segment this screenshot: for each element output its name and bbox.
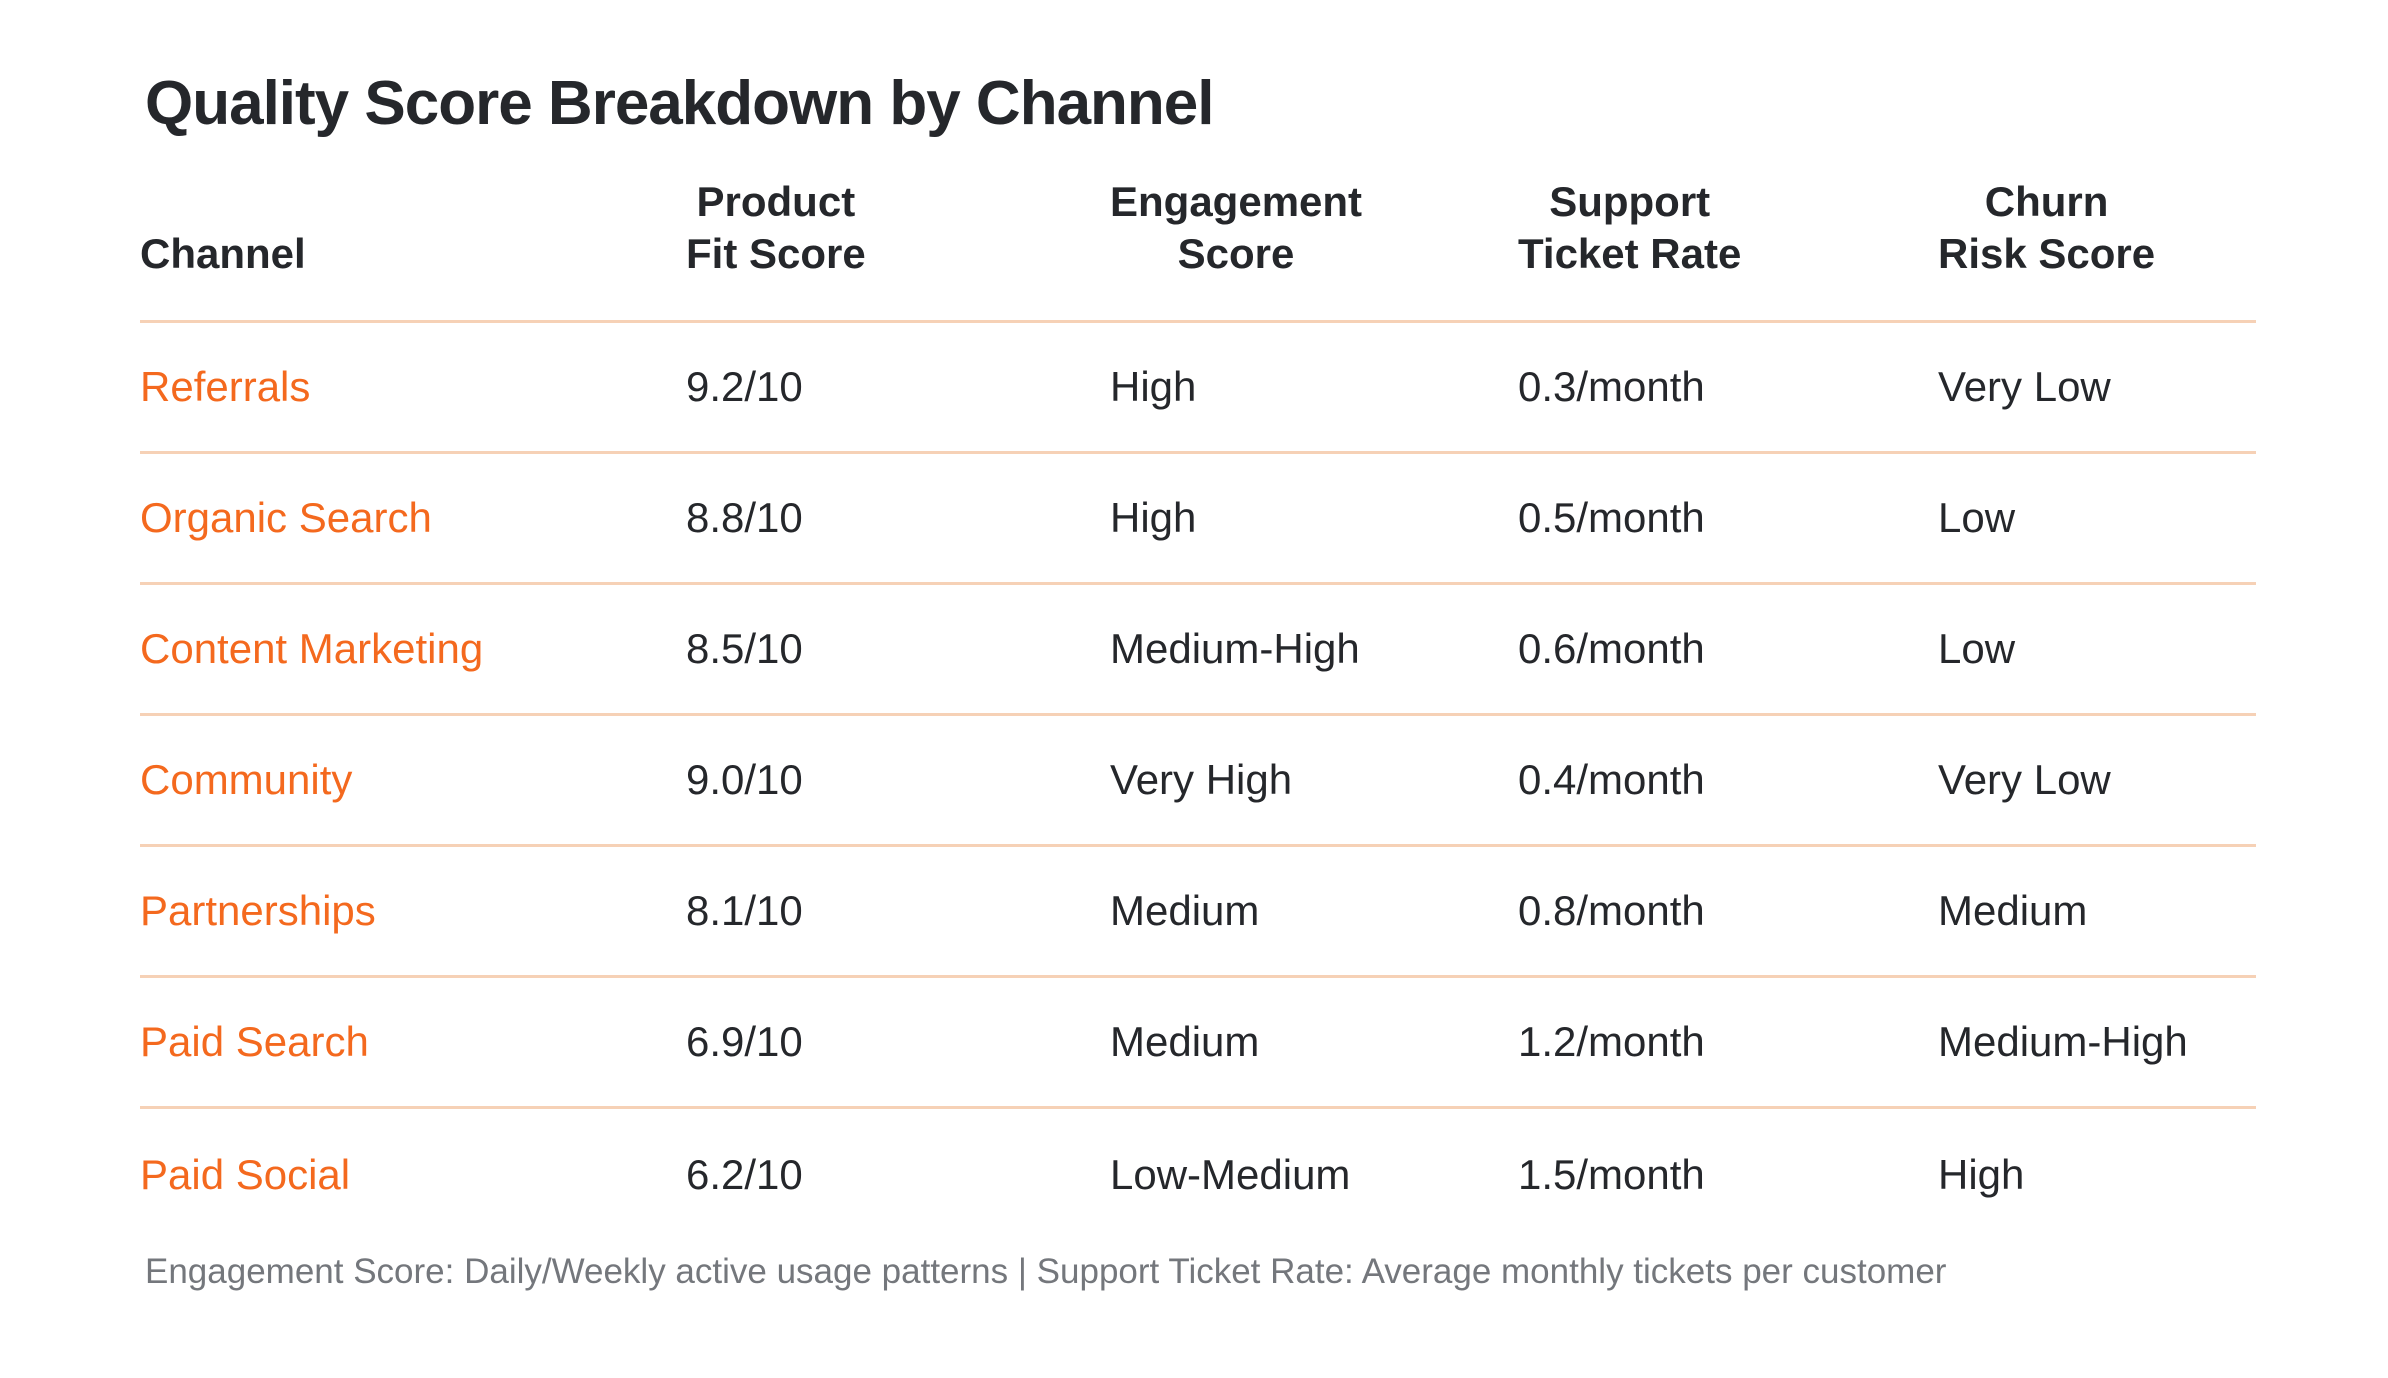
engagement-score-value: High — [1110, 363, 1197, 410]
table-footnote: Engagement Score: Daily/Weekly active us… — [145, 1252, 1947, 1291]
engagement-score-value: Medium-High — [1110, 625, 1360, 672]
column-header-line1: Churn — [1984, 178, 2109, 225]
churn-risk-score-value: Medium-High — [1938, 1018, 2188, 1065]
column-header-line2: Fit Score — [686, 230, 866, 277]
column-header-line2: Ticket Rate — [1518, 230, 1742, 277]
churn-risk-score-value: Medium — [1938, 887, 2088, 934]
product-fit-score-value: 9.0/10 — [686, 756, 803, 803]
table-row-referrals: Referrals 9.2/10 High 0.3/month Very Low — [140, 323, 2256, 454]
channel-name: Paid Social — [140, 1150, 351, 1198]
table-row-content-marketing: Content Marketing 8.5/10 Medium-High 0.6… — [140, 585, 2256, 716]
churn-risk-score-value: Very Low — [1938, 363, 2111, 410]
channel-name: Referrals — [140, 363, 311, 410]
product-fit-score-value: 8.1/10 — [686, 887, 803, 934]
support-ticket-rate-value: 0.8/month — [1518, 887, 1705, 934]
column-header-product-fit-score: Product Fit Score — [686, 176, 1110, 280]
product-fit-score-value: 8.8/10 — [686, 494, 803, 541]
column-header-line1: Engagement — [1110, 178, 1363, 225]
engagement-score-value: Medium — [1110, 887, 1260, 934]
product-fit-score-value: 6.9/10 — [686, 1018, 803, 1065]
channel-name: Organic Search — [140, 494, 432, 541]
churn-risk-score-value: Low — [1938, 494, 2016, 541]
channel-name: Partnerships — [140, 887, 376, 934]
page-title: Quality Score Breakdown by Channel — [145, 69, 1214, 138]
column-header-churn-risk-score: Churn Risk Score — [1938, 176, 2256, 280]
product-fit-score-value: 8.5/10 — [686, 625, 803, 672]
support-ticket-rate-value: 0.5/month — [1518, 494, 1705, 541]
channel-name: Content Marketing — [140, 625, 484, 672]
column-header-line2: Channel — [140, 230, 306, 277]
support-ticket-rate-value: 1.5/month — [1518, 1150, 1705, 1198]
column-header-engagement-score: Engagement Score — [1110, 176, 1518, 280]
table-row-paid-social: Paid Social 6.2/10 Low-Medium 1.5/month … — [140, 1109, 2256, 1240]
column-header-channel: Channel — [140, 228, 686, 280]
engagement-score-value: Low-Medium — [1110, 1150, 1351, 1198]
table-header-row: Channel Product Fit Score Engagement Sco… — [140, 160, 2256, 323]
column-header-line1: Product — [696, 178, 856, 225]
column-header-line1: Support — [1549, 178, 1711, 225]
churn-risk-score-value: High — [1938, 1150, 2025, 1198]
product-fit-score-value: 6.2/10 — [686, 1150, 803, 1198]
support-ticket-rate-value: 0.3/month — [1518, 363, 1705, 410]
column-header-line2: Score — [1177, 230, 1295, 277]
churn-risk-score-value: Low — [1938, 625, 2016, 672]
support-ticket-rate-value: 0.4/month — [1518, 756, 1705, 803]
channel-name: Paid Search — [140, 1018, 369, 1065]
table-row-paid-search: Paid Search 6.9/10 Medium 1.2/month Medi… — [140, 978, 2256, 1109]
column-header-line2: Risk Score — [1938, 230, 2156, 277]
channel-quality-table: Channel Product Fit Score Engagement Sco… — [140, 160, 2256, 1240]
table-row-partnerships: Partnerships 8.1/10 Medium 0.8/month Med… — [140, 847, 2256, 978]
engagement-score-value: Very High — [1110, 756, 1293, 803]
product-fit-score-value: 9.2/10 — [686, 363, 803, 410]
column-header-support-ticket-rate: Support Ticket Rate — [1518, 176, 1938, 280]
engagement-score-value: Medium — [1110, 1018, 1260, 1065]
channel-name: Community — [140, 756, 353, 803]
churn-risk-score-value: Very Low — [1938, 756, 2111, 803]
engagement-score-value: High — [1110, 494, 1197, 541]
table-row-organic-search: Organic Search 8.8/10 High 0.5/month Low — [140, 454, 2256, 585]
table-row-community: Community 9.0/10 Very High 0.4/month Ver… — [140, 716, 2256, 847]
support-ticket-rate-value: 1.2/month — [1518, 1018, 1705, 1065]
support-ticket-rate-value: 0.6/month — [1518, 625, 1705, 672]
